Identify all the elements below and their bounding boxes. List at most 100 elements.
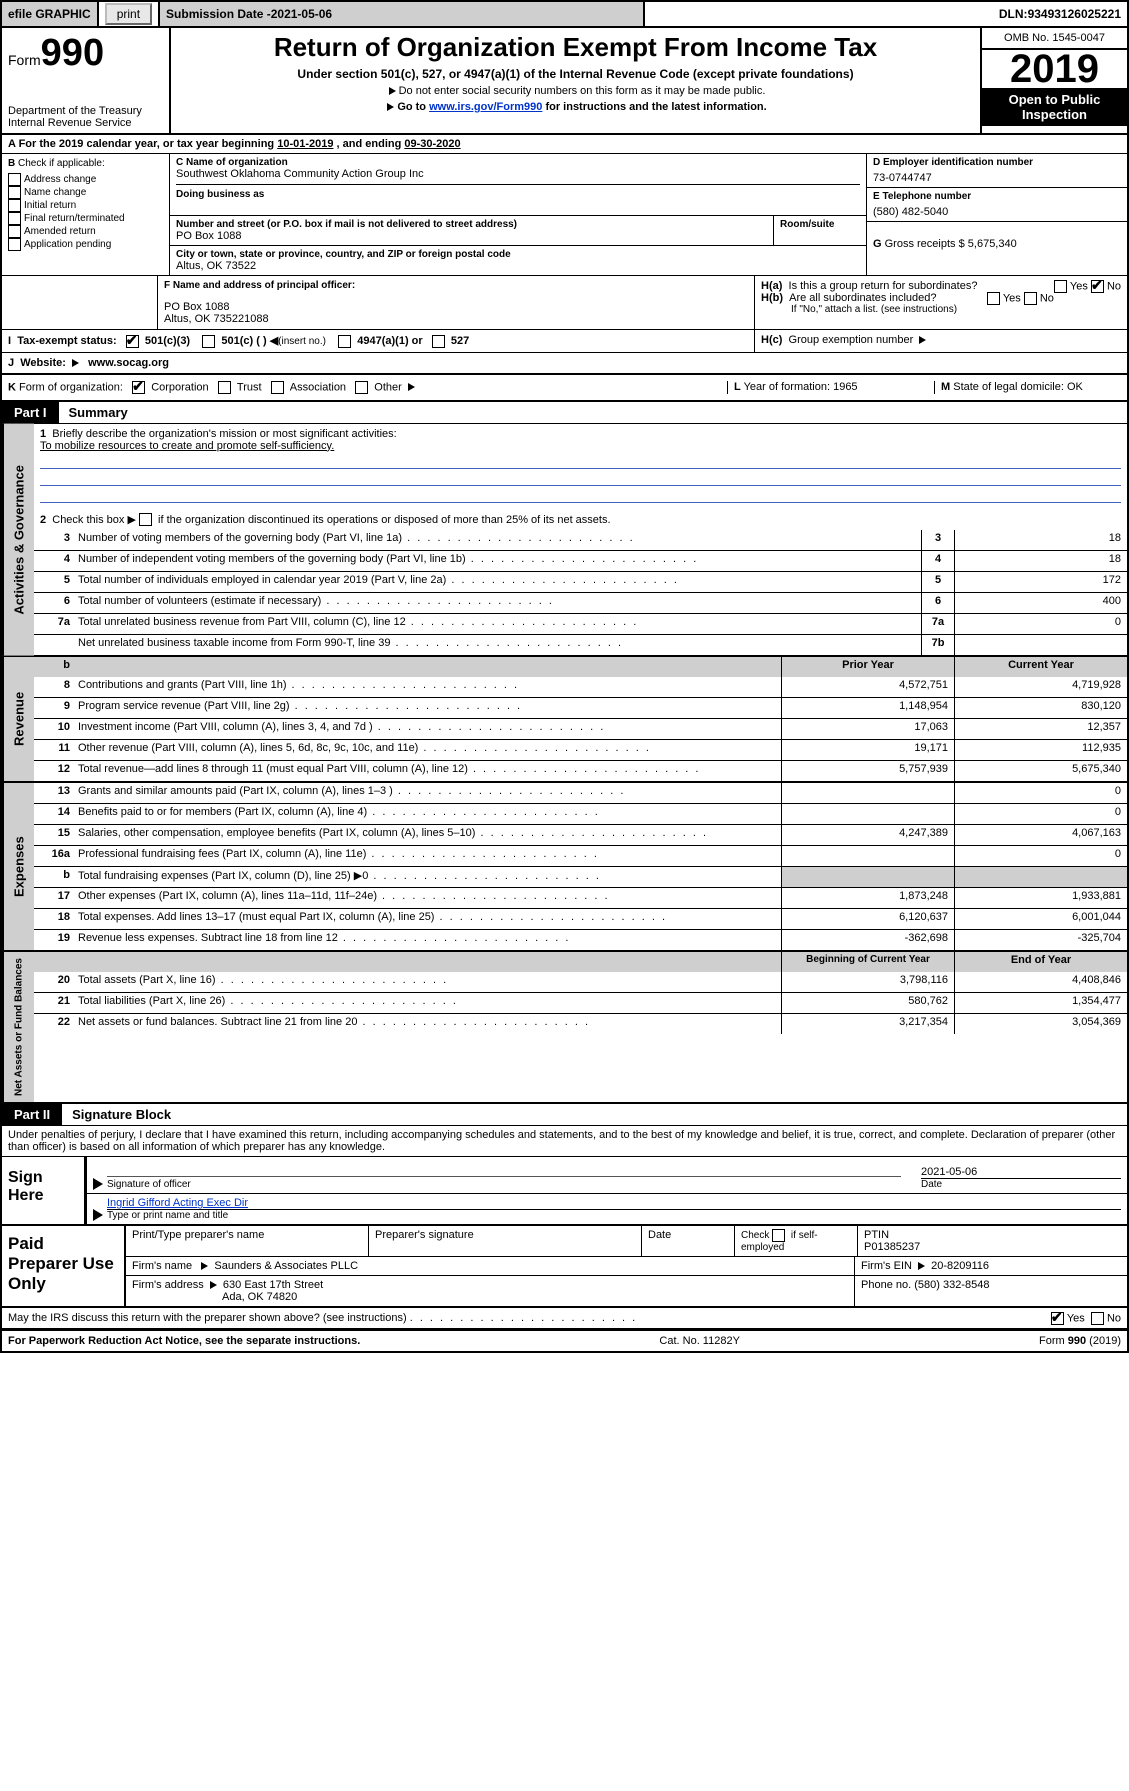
cb-527[interactable] [432, 335, 445, 348]
phone: (580) 482-5040 [873, 206, 1121, 218]
irs-discuss: May the IRS discuss this return with the… [2, 1308, 1127, 1330]
self-emp: Check if self-employed [735, 1226, 858, 1256]
data-row: b Total fundraising expenses (Part IX, c… [34, 866, 1127, 887]
part1-title: Summary [59, 402, 138, 423]
submission-date: Submission Date - 2021-05-06 [160, 2, 644, 26]
prep-date-hdr: Date [642, 1226, 735, 1256]
open-inspection: Open to Public Inspection [982, 88, 1127, 126]
sig-date-label: Date [921, 1179, 1121, 1190]
sig-date: 2021-05-06 [921, 1166, 1121, 1179]
prep-sig-hdr: Preparer's signature [369, 1226, 642, 1256]
cb-discontinued[interactable] [139, 513, 152, 526]
ptin: P01385237 [864, 1241, 1121, 1253]
room-label: Room/suite [780, 219, 860, 230]
checkbox-initial[interactable] [8, 199, 21, 212]
side-gov: Activities & Governance [2, 424, 34, 656]
addr-label: Number and street (or P.O. box if mail i… [176, 219, 767, 230]
org-name: Southwest Oklahoma Community Action Grou… [176, 168, 860, 180]
print-button[interactable]: print [105, 3, 152, 25]
sign-block: Sign Here Signature of officer 2021-05-0… [2, 1157, 1127, 1226]
dln: DLN: 93493126025221 [645, 2, 1127, 26]
checkbox-pending[interactable] [8, 238, 21, 251]
firm-name: Saunders & Associates PLLC [214, 1260, 358, 1272]
data-row: 14 Benefits paid to or for members (Part… [34, 803, 1127, 824]
arrow-icon [93, 1178, 103, 1190]
irs-label: Internal Revenue Service [8, 117, 163, 129]
ha-no[interactable] [1091, 280, 1104, 293]
data-row: 19 Revenue less expenses. Subtract line … [34, 929, 1127, 950]
net-header: Beginning of Current Year End of Year [34, 952, 1127, 972]
line-i-row: I Tax-exempt status: 501(c)(3) 501(c) ( … [2, 330, 1127, 353]
website: www.socag.org [88, 357, 169, 369]
arrow-icon [201, 1262, 208, 1270]
paid-preparer: Paid Preparer Use Only Print/Type prepar… [2, 1226, 1127, 1308]
firm-phone: (580) 332-8548 [914, 1279, 989, 1291]
gross-receipts: 5,675,340 [968, 238, 1017, 250]
officer-label: F Name and address of principal officer: [164, 280, 748, 291]
org-name-label: C Name of organization [176, 157, 860, 168]
arrow-icon [918, 1262, 925, 1270]
data-row: 10 Investment income (Part VIII, column … [34, 718, 1127, 739]
firm-addr1: 630 East 17th Street [223, 1279, 323, 1291]
gov-row: 3 Number of voting members of the govern… [34, 530, 1127, 550]
city: Altus, OK 73522 [176, 260, 860, 272]
checkbox-address[interactable] [8, 173, 21, 186]
cb-other[interactable] [355, 381, 368, 394]
phone-label: E Telephone number [873, 191, 1121, 202]
checkbox-amended[interactable] [8, 225, 21, 238]
footer: For Paperwork Reduction Act Notice, see … [2, 1330, 1127, 1351]
cb-assoc[interactable] [271, 381, 284, 394]
prior-year-hdr: Prior Year [781, 657, 954, 677]
hb-no[interactable] [1024, 292, 1037, 305]
paperwork-notice: For Paperwork Reduction Act Notice, see … [8, 1335, 360, 1347]
mission: To mobilize resources to create and prom… [40, 440, 1121, 452]
gov-row: 5 Total number of individuals employed i… [34, 571, 1127, 592]
data-row: 12 Total revenue—add lines 8 through 11 … [34, 760, 1127, 781]
cb-4947[interactable] [338, 335, 351, 348]
side-rev: Revenue [2, 657, 34, 781]
checkbox-name[interactable] [8, 186, 21, 199]
subtitle-3: Go to www.irs.gov/Form990 for instructio… [177, 101, 974, 113]
gov-row: Net unrelated business taxable income fr… [34, 634, 1127, 655]
expenses: Expenses 13 Grants and similar amounts p… [2, 783, 1127, 952]
section-bcd: B Check if applicable: Address change Na… [2, 154, 1127, 276]
part1-header: Part I Summary [2, 402, 1127, 424]
addr: PO Box 1088 [176, 230, 767, 242]
paid-label: Paid Preparer Use Only [2, 1226, 126, 1306]
checkbox-final[interactable] [8, 212, 21, 225]
part1-tag: Part I [2, 402, 59, 423]
gov-row: 7a Total unrelated business revenue from… [34, 613, 1127, 634]
part2-tag: Part II [2, 1104, 62, 1125]
data-row: 17 Other expenses (Part IX, column (A), … [34, 887, 1127, 908]
cb-corp[interactable] [132, 381, 145, 394]
revenue: Revenue b Prior Year Current Year 8 Cont… [2, 657, 1127, 783]
subtitle-1: Under section 501(c), 527, or 4947(a)(1)… [177, 67, 974, 81]
arrow-icon [389, 87, 396, 95]
current-year-hdr: Current Year [954, 657, 1127, 677]
name-title-label: Type or print name and title [107, 1210, 1121, 1221]
officer-addr1: PO Box 1088 [164, 301, 748, 313]
arrow-icon [210, 1281, 217, 1289]
cb-selfemp[interactable] [772, 1229, 785, 1242]
dba-label: Doing business as [176, 189, 860, 200]
form-ref: Form 990 (2019) [1039, 1335, 1121, 1347]
data-row: 13 Grants and similar amounts paid (Part… [34, 783, 1127, 803]
firm-ein: 20-8209116 [931, 1260, 989, 1272]
side-net: Net Assets or Fund Balances [2, 952, 34, 1102]
cb-501c3[interactable] [126, 335, 139, 348]
irs-yes[interactable] [1051, 1312, 1064, 1325]
irs-no[interactable] [1091, 1312, 1104, 1325]
net-assets: Net Assets or Fund Balances Beginning of… [2, 952, 1127, 1104]
ptin-cell: PTINP01385237 [858, 1226, 1127, 1256]
arrow-icon [919, 336, 926, 344]
arrow-icon [93, 1209, 103, 1221]
hb-yes[interactable] [987, 292, 1000, 305]
cb-501c[interactable] [202, 335, 215, 348]
declaration: Under penalties of perjury, I declare th… [2, 1126, 1127, 1157]
officer-name[interactable]: Ingrid Gifford Acting Exec Dir [107, 1197, 248, 1209]
cb-trust[interactable] [218, 381, 231, 394]
subtitle-2: Do not enter social security numbers on … [177, 85, 974, 97]
begin-year-hdr: Beginning of Current Year [781, 952, 954, 972]
ha-yes[interactable] [1054, 280, 1067, 293]
irs-link[interactable]: www.irs.gov/Form990 [429, 101, 542, 113]
